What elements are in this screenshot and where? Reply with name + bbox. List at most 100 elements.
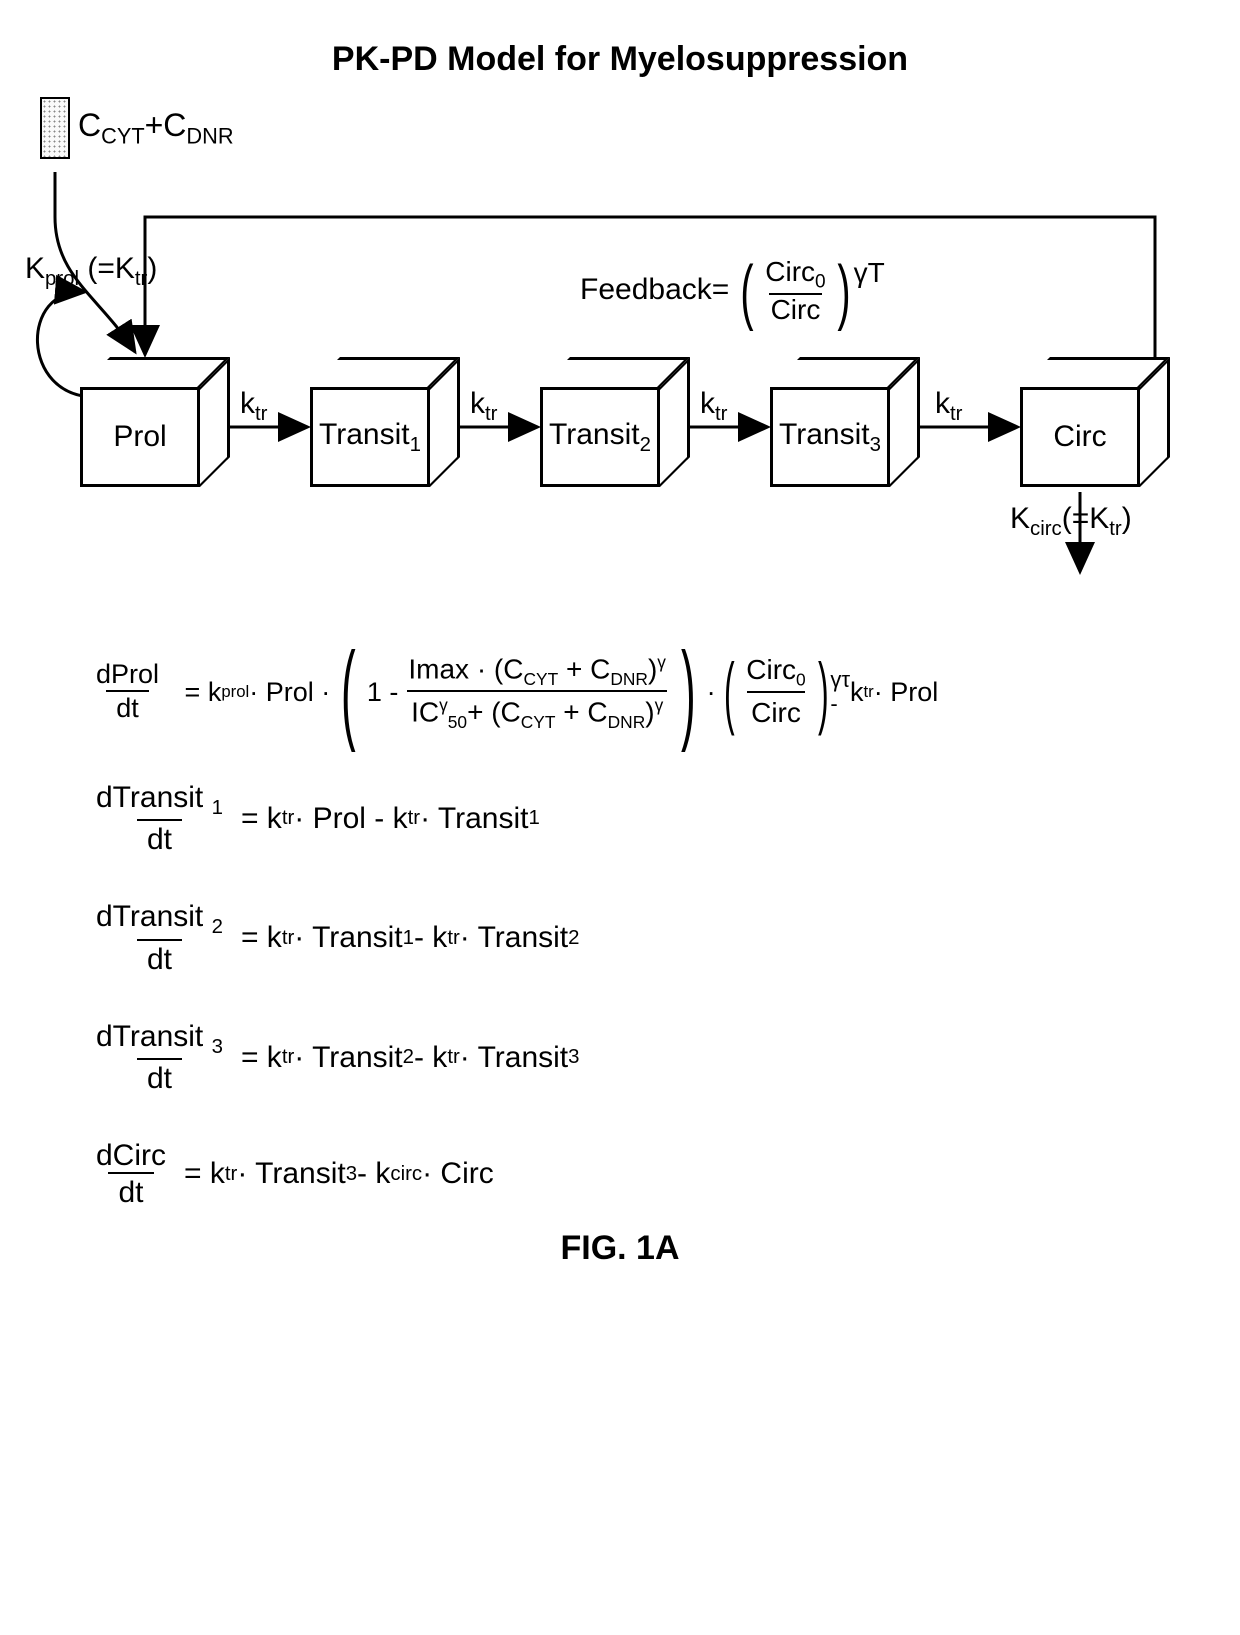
eq3-c2: 1 bbox=[403, 927, 414, 950]
eq1-num-gamma: γ bbox=[657, 652, 666, 672]
eq4-a: = k bbox=[241, 1041, 282, 1075]
eq1-tail-stack: γτ - bbox=[830, 668, 850, 716]
figure-page: PK-PD Model for Myelosuppression CCYT+CD… bbox=[0, 0, 1240, 1635]
eq1-gt: γτ bbox=[830, 668, 850, 692]
eq4-f: · Transit bbox=[460, 1041, 568, 1075]
eq1-num-plus: + C bbox=[558, 653, 610, 684]
eq1-circ: Circ bbox=[747, 691, 805, 731]
feedback-den: Circ bbox=[769, 293, 823, 324]
eq4-lhs-den: dt bbox=[137, 1058, 182, 1095]
figure-label: FIG. 1A bbox=[40, 1229, 1200, 1268]
kprol-eq: (=K bbox=[79, 252, 135, 285]
eq3-b: tr bbox=[282, 927, 294, 950]
feedback-prefix: Feedback= bbox=[580, 273, 729, 307]
cube-front: Prol bbox=[80, 387, 200, 487]
eq2-f: 1 bbox=[528, 807, 539, 830]
eq1-den-50: 50 bbox=[448, 712, 467, 732]
eq1-lhs-den: dt bbox=[106, 690, 149, 724]
eq1-den-plus: + (C bbox=[467, 696, 521, 727]
eq1-ksub: prol bbox=[221, 682, 249, 702]
kcirc-eq: (=K bbox=[1062, 502, 1110, 535]
eq3-f: · Transit bbox=[460, 921, 568, 955]
eq1-circ0: Circ bbox=[746, 654, 796, 685]
eq1-lhs: dProl dt bbox=[90, 660, 165, 723]
feedback-frac: Circ0 Circ bbox=[765, 257, 825, 324]
eq1-k: k bbox=[208, 677, 222, 708]
eq2-lhs-sub: 1 bbox=[212, 797, 223, 819]
eq4-b: tr bbox=[282, 1046, 294, 1069]
feedback-num: Circ bbox=[765, 256, 815, 287]
eq4-e: tr bbox=[447, 1046, 459, 1069]
ktr-label-0: ktr bbox=[240, 387, 267, 426]
compartment-transit3: Transit3 bbox=[770, 357, 920, 487]
eq1-mainfrac: Imax · (CCYT + CDNR)γ ICγ50+ (CCYT + CDN… bbox=[404, 651, 670, 734]
eq3-lhs: dTransit 2 dt bbox=[90, 900, 229, 975]
eq1-mid: · Prol · bbox=[249, 677, 330, 708]
eq4-c: · Transit bbox=[294, 1041, 402, 1075]
eq3-d: - k bbox=[414, 921, 447, 955]
equation-dtransit3: dTransit 3 dt = ktr· Transit 2- ktr· Tra… bbox=[90, 1020, 1200, 1095]
feedback-lparen: ( bbox=[741, 261, 754, 323]
compartment-prol: Prol bbox=[80, 357, 230, 487]
cube-label: Transit2 bbox=[549, 418, 651, 457]
kcirc-label: Kcirc(=Ktr) bbox=[1010, 502, 1132, 541]
eq1-lp2: ( bbox=[724, 657, 735, 727]
eq1-inner: 1 - Imax · (CCYT + CDNR)γ ICγ50+ (CCYT +… bbox=[367, 651, 670, 734]
kprol-k: K bbox=[25, 252, 45, 285]
equation-dtransit2: dTransit 2 dt = ktr· Transit 1- ktr· Tra… bbox=[90, 900, 1200, 975]
eq1-circfrac: Circ0 Circ bbox=[742, 652, 809, 732]
eq5-b: tr bbox=[225, 1163, 237, 1186]
eq1-num-a: Imax · (C bbox=[408, 653, 523, 684]
eq1-lp1: ( bbox=[341, 647, 356, 737]
eq4-lhs-num: dTransit bbox=[96, 1020, 203, 1053]
eq2-a: = k bbox=[241, 802, 282, 836]
eq3-lhs-num: dTransit bbox=[96, 900, 203, 933]
model-diagram: CCYT+CDNR ProlTransit1Transit2Transit3Ci… bbox=[40, 97, 1200, 617]
kprol-label: Kprol (=Ktr) bbox=[25, 252, 157, 291]
eq2-b: tr bbox=[282, 807, 294, 830]
cube-front: Circ bbox=[1020, 387, 1140, 487]
eq5-e: circ bbox=[390, 1163, 422, 1186]
eq4-lhs-sub: 3 bbox=[212, 1036, 223, 1058]
eq1-den-gamma: γ bbox=[655, 695, 664, 715]
eq1-den-ic: IC bbox=[411, 696, 439, 727]
feedback-rparen: ) bbox=[837, 261, 850, 323]
feedback-gamma: γ bbox=[854, 257, 868, 288]
eq3-c: · Transit bbox=[294, 921, 402, 955]
eq3-g: 2 bbox=[568, 927, 579, 950]
cube-front: Transit2 bbox=[540, 387, 660, 487]
eq3-lhs-den: dt bbox=[137, 939, 182, 976]
cube-label: Prol bbox=[113, 420, 166, 454]
eq5-lhs-num: dCirc bbox=[90, 1139, 172, 1172]
feedback-equation: Feedback= ( Circ0 Circ ) γT bbox=[580, 257, 885, 324]
ktr-label-3: ktr bbox=[935, 387, 962, 426]
eq1-den-cyt: CYT bbox=[521, 712, 556, 732]
eq5-f: · Circ bbox=[422, 1157, 494, 1191]
eq2-d: tr bbox=[408, 807, 420, 830]
eq1-num-close: ) bbox=[648, 653, 657, 684]
eq2-lhs-den: dt bbox=[137, 819, 182, 856]
cube-front: Transit3 bbox=[770, 387, 890, 487]
eq1-den-close: ) bbox=[645, 696, 654, 727]
kcirc-close: ) bbox=[1122, 502, 1132, 535]
eq1-eq: = bbox=[177, 677, 208, 708]
kprol-close: ) bbox=[147, 252, 157, 285]
ktr-label-2: ktr bbox=[700, 387, 727, 426]
eq2-c: · Prol - k bbox=[294, 802, 407, 836]
eq3-a: = k bbox=[241, 921, 282, 955]
eq2-lhs-num: dTransit bbox=[96, 781, 203, 814]
equation-dcirc: dCirc dt = ktr · Transit 3- kcirc· Circ bbox=[90, 1139, 1200, 1209]
eq1-tail-sub: tr bbox=[864, 682, 874, 702]
compartment-circ: Circ bbox=[1020, 357, 1170, 487]
eq5-c: · Transit bbox=[237, 1157, 345, 1191]
eq2-e: · Transit bbox=[420, 802, 528, 836]
eq1-tail-rest: · Prol bbox=[874, 677, 939, 708]
eq5-d: - k bbox=[357, 1157, 390, 1191]
equation-dprol: dProl dt = kprol · Prol · ( 1 - Imax · (… bbox=[90, 647, 1200, 737]
cube-label: Transit3 bbox=[779, 418, 881, 457]
eq1-zero: 0 bbox=[796, 670, 806, 690]
page-title: PK-PD Model for Myelosuppression bbox=[40, 40, 1200, 79]
eq1-den-dnr: DNR bbox=[608, 712, 646, 732]
ktr-label-1: ktr bbox=[470, 387, 497, 426]
eq1-num-dnr: DNR bbox=[610, 668, 648, 688]
